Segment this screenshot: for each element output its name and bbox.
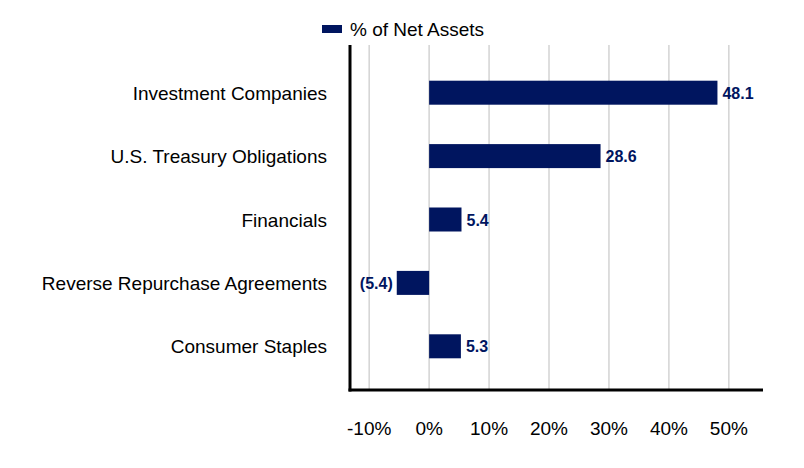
category-label: U.S. Treasury Obligations xyxy=(111,146,327,167)
category-label: Financials xyxy=(241,210,327,231)
bar xyxy=(429,208,461,232)
tick-label: 20% xyxy=(530,418,568,439)
data-label: 28.6 xyxy=(606,148,637,165)
data-label: (5.4) xyxy=(360,275,393,292)
chart-container: -10% 0% 10% 20% 30% 40% 50% Investment Companie… xyxy=(0,0,804,468)
chart-svg: -10% 0% 10% 20% 30% 40% 50% Investment Companie… xyxy=(0,0,804,468)
data-label: 5.4 xyxy=(466,212,488,229)
tick-label: 10% xyxy=(470,418,508,439)
bar xyxy=(429,81,717,105)
bar xyxy=(397,271,429,295)
grid xyxy=(369,45,729,390)
category-label: Investment Companies xyxy=(133,83,327,104)
bars xyxy=(397,81,718,359)
category-label: Reverse Repurchase Agreements xyxy=(42,273,327,294)
data-label: 48.1 xyxy=(722,85,753,102)
tick-label: 40% xyxy=(650,418,688,439)
legend: % of Net Assets xyxy=(322,19,484,40)
tick-label: 30% xyxy=(590,418,628,439)
tick-label: 0% xyxy=(415,418,443,439)
tick-label: 50% xyxy=(710,418,748,439)
grid-line xyxy=(368,45,370,390)
data-labels: 48.1 28.6 5.4 (5.4) 5.3 xyxy=(360,85,754,356)
x-axis-line xyxy=(349,389,764,392)
data-label: 5.3 xyxy=(466,338,488,355)
legend-swatch xyxy=(322,25,342,33)
tick-label: -10% xyxy=(347,418,391,439)
category-label: Consumer Staples xyxy=(171,336,327,357)
bar xyxy=(429,334,461,358)
y-axis-line xyxy=(349,45,352,392)
bar xyxy=(429,144,600,168)
legend-label: % of Net Assets xyxy=(350,19,484,40)
